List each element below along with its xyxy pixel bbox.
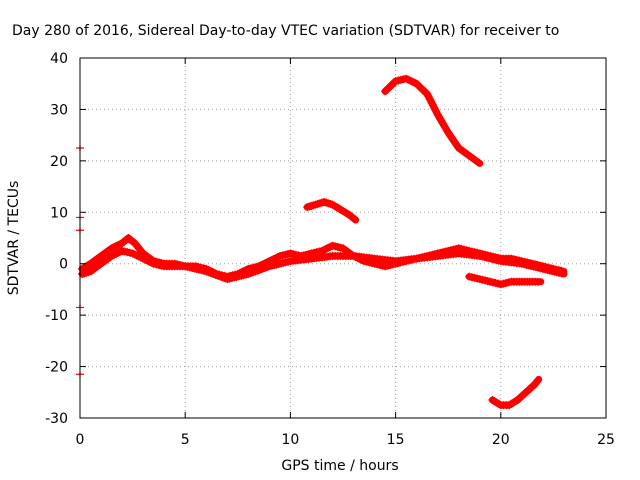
y-tick-label: 30 xyxy=(50,102,68,118)
series-arc-2 xyxy=(78,246,568,284)
y-tick-label: -20 xyxy=(45,360,68,376)
y-tick-label: 0 xyxy=(59,257,68,273)
series-points xyxy=(488,377,542,410)
x-tick-label: 5 xyxy=(181,432,190,448)
chart-title: Day 280 of 2016, Sidereal Day-to-day VTE… xyxy=(12,23,559,39)
x-tick-label: 0 xyxy=(76,432,85,448)
series-arc-5 xyxy=(465,272,545,289)
y-axis-label: SDTVAR / TECUs xyxy=(6,181,22,296)
y-tick-label: 10 xyxy=(50,205,68,221)
series-arc-4 xyxy=(381,74,484,167)
series-points xyxy=(303,198,358,223)
x-tick-label: 25 xyxy=(597,432,615,448)
grid xyxy=(80,58,606,418)
y-tick-label: -10 xyxy=(45,308,68,324)
x-tick-labels: 0 5 10 15 20 25 xyxy=(76,432,615,448)
ticks xyxy=(79,57,607,419)
y-tick-label: 20 xyxy=(50,154,68,170)
x-tick-label: 10 xyxy=(281,432,299,448)
y-tick-labels: -30 -20 -10 0 10 20 30 40 xyxy=(45,51,68,427)
series-points xyxy=(78,246,566,284)
series-points xyxy=(381,74,482,166)
x-tick-label: 20 xyxy=(492,432,510,448)
y-tick-label: 40 xyxy=(50,51,68,67)
series-arc-3 xyxy=(303,198,360,224)
x-tick-label: 15 xyxy=(387,432,405,448)
x-axis-label: GPS time / hours xyxy=(281,458,398,474)
series-layer xyxy=(78,74,568,410)
y-tick-label: -30 xyxy=(45,411,68,427)
plot-frame xyxy=(79,57,607,419)
series-arc-6 xyxy=(488,375,543,410)
series-points xyxy=(465,272,542,289)
